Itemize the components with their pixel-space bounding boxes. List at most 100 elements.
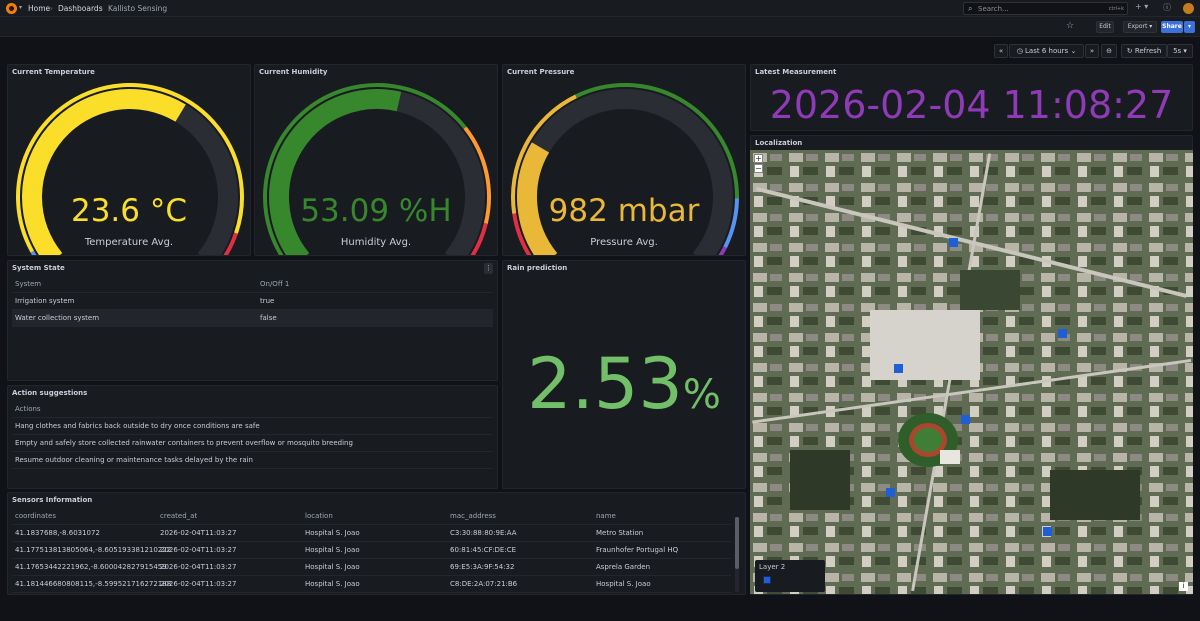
table-cell: Hospital S. Joao [596, 580, 651, 588]
gauge-threshold-band [718, 246, 727, 255]
export-button[interactable]: Export ▾ [1123, 21, 1157, 33]
column-header[interactable]: name [596, 512, 616, 520]
map-info-icon[interactable]: i [1179, 582, 1188, 591]
chevron-down-icon: ⌄ [1070, 47, 1077, 55]
panel-title: Localization [755, 139, 803, 147]
satellite-map[interactable]: + − i [750, 150, 1193, 594]
table-cell: Water collection system [15, 314, 100, 322]
refresh-interval-label: 5s [1173, 47, 1182, 55]
gauge-threshold-band [575, 83, 739, 199]
panel-title: Current Pressure [507, 68, 575, 76]
panel-title: Latest Measurement [755, 68, 837, 76]
panel-menu-icon[interactable]: ⋮ [484, 263, 493, 274]
table-cell: Fraunhofer Portugal HQ [596, 546, 679, 554]
table-cell: Irrigation system [15, 297, 75, 305]
pressure-panel: Current Pressure 982 mbar Pressure Avg. [502, 64, 746, 256]
table-cell: 41.17653442221962,-8.600042827915459 [15, 563, 167, 571]
time-shift-back-button[interactable]: « [994, 44, 1008, 58]
map-zoom-in-button[interactable]: + [754, 154, 763, 163]
pressure-value: 982 mbar [548, 193, 700, 229]
map-legend: Layer 2 [755, 560, 825, 592]
search-shortcut: ctrl+k [1108, 6, 1124, 12]
sensor-marker[interactable] [1043, 527, 1052, 536]
system-state-table: System On/Off 1 Irrigation system true W… [12, 276, 493, 327]
gauge-threshold-band [16, 83, 244, 253]
time-range-picker[interactable]: ◷ Last 6 hours ⌄ [1009, 44, 1084, 58]
gauge-track [517, 89, 733, 255]
sensors-table: coordinates created_at location mac_addr… [12, 508, 731, 593]
panel-title: Sensors Information [12, 496, 93, 504]
gauge-threshold-band [512, 213, 532, 255]
table-row: 41.18144668080811​5,-8.599521716272188 2… [12, 576, 731, 593]
column-header[interactable]: Actions [15, 405, 41, 413]
refresh-interval-picker[interactable]: 5s ▾ [1167, 44, 1193, 58]
table-cell: 2026-02-04T11:03:27 [160, 563, 237, 571]
map-zoom-out-button[interactable]: − [754, 164, 763, 173]
panel-title: Current Humidity [259, 68, 328, 76]
sensor-marker[interactable] [949, 238, 958, 247]
gauge-threshold-band [30, 250, 37, 255]
star-icon[interactable]: ☆ [1066, 21, 1075, 31]
gauge-threshold-band [223, 232, 238, 255]
sensor-marker[interactable] [894, 364, 903, 373]
search-input[interactable]: ⌕ Search... ctrl+k [963, 2, 1128, 15]
time-shift-forward-button[interactable]: » [1085, 44, 1099, 58]
column-header[interactable]: location [305, 512, 333, 520]
table-row: 41.177513813805064,-8.605193381210222 20… [12, 542, 731, 559]
table-row: Hang clothes and fabrics back outside to… [12, 418, 493, 435]
sensor-marker[interactable] [961, 415, 970, 424]
table-cell: Metro Station [596, 529, 644, 537]
column-header[interactable]: System [15, 280, 42, 288]
table-row: Irrigation system true [12, 293, 493, 310]
help-icon[interactable]: ⓘ [1163, 3, 1171, 12]
temperature-label: Temperature Avg. [84, 237, 174, 248]
panel-title: Rain prediction [507, 264, 568, 272]
breadcrumb-dashboards[interactable]: Dashboards [58, 4, 103, 13]
action-suggestions-panel: Action suggestions Actions Hang clothes … [7, 385, 498, 489]
column-header[interactable]: created_at [160, 512, 198, 520]
rain-prediction-unit: % [682, 372, 721, 418]
zoom-out-time-button[interactable]: ⊖ [1101, 44, 1117, 58]
refresh-button[interactable]: ↻ Refresh [1121, 44, 1167, 58]
table-cell: C3:30:88:80:9E:AA [450, 529, 517, 537]
table-row: Resume outdoor cleaning or maintenance t… [12, 452, 493, 469]
gauge-threshold-band [511, 94, 577, 214]
table-scrollbar[interactable] [735, 517, 739, 592]
table-cell: Resume outdoor cleaning or maintenance t… [15, 456, 253, 464]
column-header[interactable]: On/Off 1 [260, 280, 290, 288]
table-cell: 2026-02-04T11:03:27 [160, 529, 237, 537]
add-new-icon[interactable]: + ▾ [1135, 2, 1149, 11]
latest-measurement-panel: Latest Measurement 2026-02-04 11:08:27 [750, 64, 1193, 131]
table-cell: 41.1837688,-8.6031072 [15, 529, 100, 537]
scrollbar-thumb[interactable] [735, 517, 739, 569]
column-header[interactable]: mac_address [450, 512, 496, 520]
share-button[interactable]: Share [1161, 21, 1183, 33]
latest-measurement-value: 2026-02-04 11:08:27 [769, 83, 1174, 127]
humidity-panel: Current Humidity 53.09 %H Humidity Avg. [254, 64, 498, 256]
sensor-marker[interactable] [886, 488, 895, 497]
user-avatar[interactable] [1183, 3, 1194, 14]
share-options-button[interactable]: ▾ [1184, 21, 1195, 33]
chevron-down-icon[interactable]: ▾ [19, 4, 23, 11]
clock-icon: ◷ [1016, 47, 1023, 55]
grafana-logo-icon[interactable] [6, 3, 17, 14]
rain-prediction-value: 2.53 [527, 343, 683, 425]
table-header: Actions [12, 401, 493, 418]
table-cell: Asprela Garden [596, 563, 651, 571]
rain-prediction-stat: 2.53% [503, 343, 745, 425]
temperature-gauge [16, 83, 244, 255]
edit-button[interactable]: Edit [1096, 21, 1114, 33]
table-row: Empty and safely store collected rainwat… [12, 435, 493, 452]
table-cell: Hospital S. Joao [305, 563, 360, 571]
panel-title: System State [12, 264, 65, 272]
temperature-panel: Current Temperature 23.6 °C Temperature … [7, 64, 251, 256]
breadcrumb-home[interactable]: Home [28, 4, 51, 13]
table-cell: 41.177513813805064,-8.605193381210222 [15, 546, 172, 554]
sensor-marker[interactable] [1058, 329, 1067, 338]
panel-title: Action suggestions [12, 389, 88, 397]
search-icon: ⌕ [968, 4, 973, 13]
table-cell: false [260, 314, 277, 322]
table-row: Water collection system false [12, 310, 493, 327]
breadcrumb-current-dashboard[interactable]: Kallisto Sensing [108, 4, 168, 13]
column-header[interactable]: coordinates [15, 512, 56, 520]
